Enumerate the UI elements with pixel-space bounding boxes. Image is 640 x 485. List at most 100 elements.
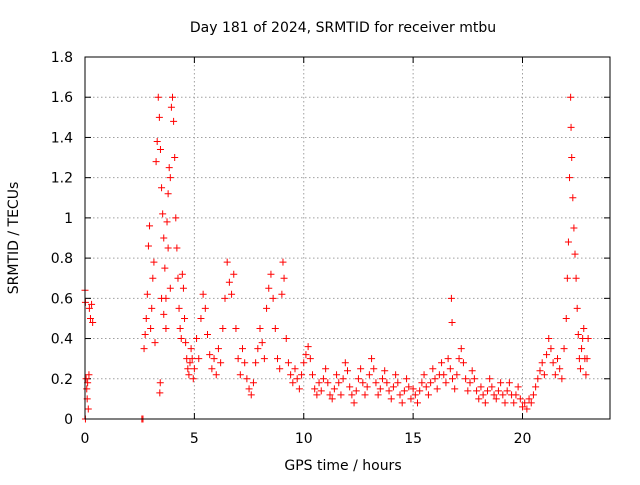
data-point — [161, 264, 169, 272]
data-point — [545, 335, 553, 343]
data-point — [236, 371, 244, 379]
data-point — [562, 314, 570, 322]
data-point — [344, 367, 351, 375]
data-point — [330, 385, 338, 393]
data-point — [337, 391, 345, 399]
data-point — [488, 383, 496, 391]
data-point — [158, 184, 166, 192]
data-point — [554, 355, 561, 363]
data-point — [143, 290, 151, 298]
data-point — [521, 399, 529, 407]
data-point — [221, 294, 229, 302]
data-point — [350, 399, 358, 407]
data-point — [282, 335, 290, 343]
x-tick-label: 5 — [190, 431, 199, 447]
data-point — [448, 318, 456, 326]
data-point — [414, 399, 421, 407]
data-point — [210, 355, 218, 363]
data-point — [190, 365, 198, 373]
data-point — [551, 371, 559, 379]
data-point — [88, 300, 96, 308]
data-point — [479, 391, 487, 399]
data-point — [376, 385, 384, 393]
data-point — [165, 164, 173, 172]
data-point — [212, 371, 220, 379]
data-point — [567, 93, 575, 101]
data-point — [582, 371, 590, 379]
data-point — [85, 304, 93, 312]
data-point — [287, 371, 295, 379]
data-point — [396, 391, 404, 399]
data-point — [490, 391, 498, 399]
data-point — [141, 331, 149, 339]
y-tick-label: 1 — [64, 211, 73, 227]
data-point — [477, 383, 485, 391]
data-point — [475, 395, 483, 403]
data-point — [514, 383, 522, 391]
data-point — [208, 365, 216, 373]
data-point — [166, 284, 174, 292]
data-point — [543, 351, 551, 359]
data-point — [398, 399, 406, 407]
data-point — [484, 387, 491, 395]
data-point — [164, 190, 172, 198]
data-point — [374, 391, 382, 399]
data-point — [499, 391, 507, 399]
data-point — [497, 379, 505, 387]
data-point — [163, 218, 171, 226]
data-point — [563, 274, 571, 282]
data-point — [89, 318, 97, 326]
data-point — [140, 345, 148, 353]
data-point — [494, 387, 502, 395]
data-point — [569, 194, 577, 202]
data-point — [300, 359, 308, 367]
data-point — [142, 314, 150, 322]
data-point — [223, 258, 231, 266]
data-point — [510, 399, 518, 407]
plot-frame — [84, 56, 611, 420]
data-point — [204, 331, 211, 339]
data-point — [516, 395, 524, 403]
data-point — [348, 391, 356, 399]
data-point — [354, 375, 362, 383]
data-point — [372, 379, 380, 387]
data-point — [379, 375, 386, 383]
data-point — [405, 383, 413, 391]
chart-title: Day 181 of 2024, SRMTID for receiver mtb… — [190, 20, 496, 36]
data-point — [453, 371, 461, 379]
data-point — [418, 379, 426, 387]
data-point — [468, 367, 476, 375]
data-point — [400, 387, 408, 395]
data-point — [576, 365, 584, 373]
data-point — [424, 391, 432, 399]
data-point — [525, 395, 533, 403]
data-point — [558, 375, 566, 383]
data-point — [230, 270, 238, 278]
data-point — [447, 294, 455, 302]
data-point — [403, 375, 411, 383]
data-point — [302, 351, 310, 359]
data-point — [319, 375, 327, 383]
data-point — [195, 355, 203, 363]
x-tick-label: 0 — [81, 431, 90, 447]
data-point — [147, 325, 155, 332]
data-points — [81, 93, 592, 423]
data-point — [83, 385, 91, 393]
data-point — [389, 383, 397, 391]
data-point — [278, 290, 286, 298]
data-point — [284, 359, 292, 367]
data-point — [156, 146, 164, 154]
x-tick-label: 20 — [514, 431, 532, 447]
data-point — [523, 405, 531, 413]
data-point — [249, 379, 257, 387]
data-point — [241, 359, 249, 367]
data-point — [486, 375, 494, 383]
data-point — [383, 379, 391, 387]
data-point — [519, 403, 526, 411]
data-point — [438, 359, 446, 367]
data-point — [573, 304, 581, 312]
data-point — [149, 274, 157, 282]
y-tick-label: 0.6 — [51, 291, 73, 307]
data-point — [317, 387, 325, 395]
data-point — [387, 395, 395, 403]
